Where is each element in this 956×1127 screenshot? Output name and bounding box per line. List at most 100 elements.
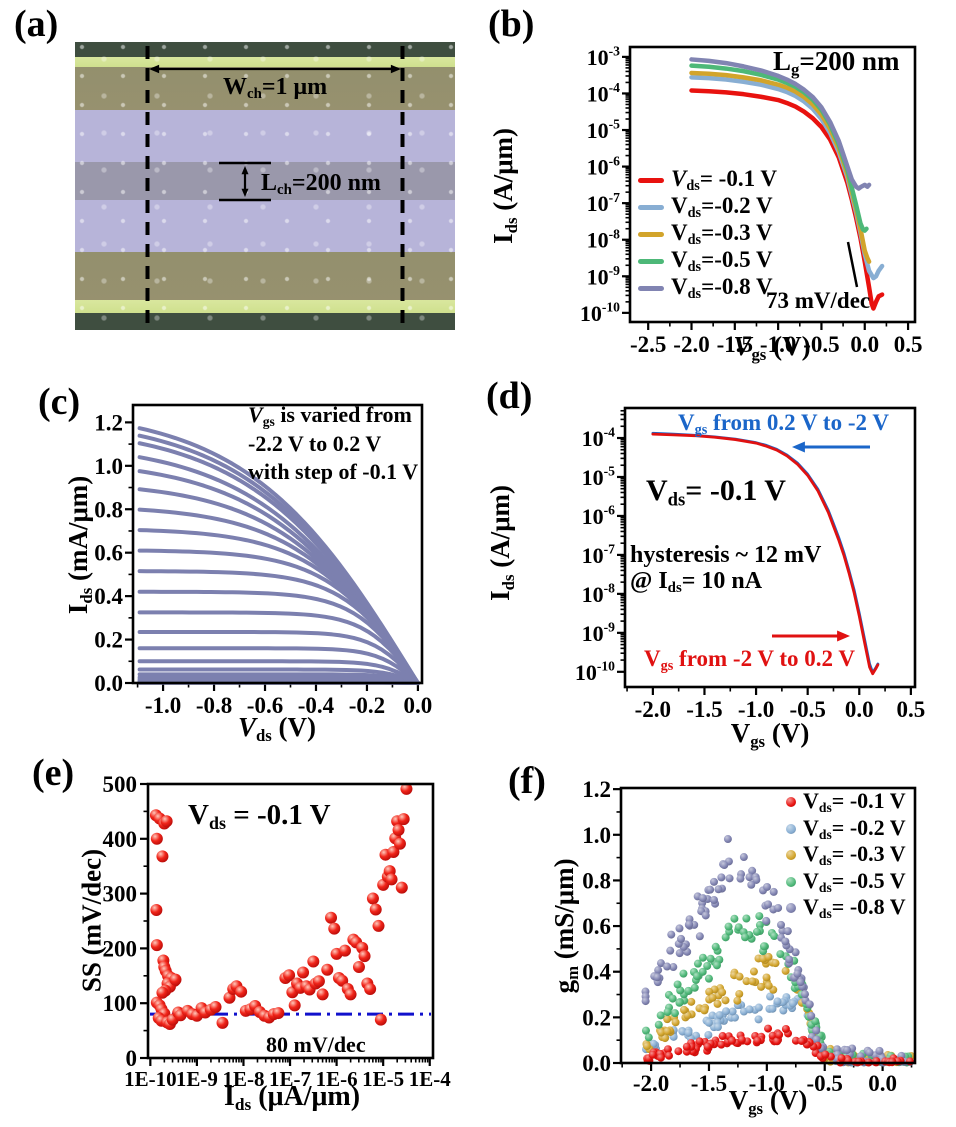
svg-text:-1.5: -1.5: [717, 332, 753, 357]
svg-text:0.4: 0.4: [582, 960, 611, 985]
legend-swatch: [638, 258, 664, 265]
svg-text:-0.8: -0.8: [196, 693, 232, 718]
svg-text:0.6: 0.6: [94, 541, 123, 566]
legend-item-label: Vds= -0.5 V: [803, 867, 906, 895]
legend-item: Vds= -0.8 V: [786, 894, 906, 922]
panel-letter-d: (d): [486, 375, 533, 417]
svg-text:1E-4: 1E-4: [409, 1067, 452, 1091]
panel-a: (a) Wch=1 μm Lch=200 nm: [0, 0, 478, 370]
legend-swatch: [638, 204, 664, 211]
svg-text:10-7: 10-7: [587, 190, 621, 216]
legend-item: Vds= -0.3 V: [786, 841, 906, 869]
svg-text:0.2: 0.2: [582, 1005, 611, 1030]
legend-dot: [786, 823, 796, 834]
y-axis-title: Ids (mA/μm): [63, 475, 96, 615]
svg-text:0.6: 0.6: [582, 914, 611, 939]
svg-text:1.0: 1.0: [582, 823, 611, 848]
x-axis-title: Ids (μA/μm): [223, 1081, 361, 1114]
legend-item: Vds=-0.5 V: [638, 246, 777, 276]
legend-item-label: Vds= -0.8 V: [803, 894, 906, 922]
sweep-down-annotation: Vgs from 0.2 V to -2 V: [678, 410, 889, 439]
svg-text:1E-6: 1E-6: [316, 1067, 358, 1091]
legend-item-label: Vds=-0.3 V: [671, 219, 773, 249]
svg-text:1E-8: 1E-8: [222, 1067, 264, 1091]
svg-text:500: 500: [103, 772, 138, 797]
sweep-annotation-line2: -2.2 V to 0.2 V: [248, 431, 382, 456]
svg-text:200: 200: [103, 936, 138, 961]
ref-line-label: 80 mV/dec: [266, 1032, 366, 1057]
legend-item-label: Vds=-0.5 V: [671, 246, 773, 276]
vds-annotation: Vds = -0.1 V: [188, 799, 331, 834]
svg-text:-2.0: -2.0: [673, 332, 709, 357]
svg-text:0.8: 0.8: [582, 868, 611, 893]
svg-text:-1.0: -1.0: [738, 697, 774, 722]
svg-text:1.2: 1.2: [94, 410, 123, 435]
svg-text:-1.5: -1.5: [691, 1071, 727, 1096]
svg-text:10-4: 10-4: [582, 425, 616, 451]
sem-image: Wch=1 μm Lch=200 nm: [75, 42, 455, 330]
legend: Vds= -0.1 V Vds= -0.2 V Vds= -0.3 V Vds= -0…: [786, 788, 906, 922]
hysteresis-chart: -2.0 -1.5 -1.0 -0.5 0.0 0.5 10-4 10-5 10-6 10-7 10…: [575, 406, 925, 722]
svg-text:10-8: 10-8: [587, 226, 621, 252]
channel-length-label: Lch=200 nm: [261, 170, 381, 199]
legend-item: Vds=-0.8 V: [638, 273, 777, 303]
svg-text:-0.5: -0.5: [789, 697, 825, 722]
svg-text:10-5: 10-5: [582, 464, 616, 490]
svg-text:1.0: 1.0: [94, 454, 123, 479]
legend-item-label: Vds= -0.1 V: [803, 788, 906, 816]
svg-text:1E-5: 1E-5: [362, 1067, 404, 1091]
legend-item: Vds=-0.2 V: [638, 193, 777, 221]
legend-dot: [786, 903, 796, 914]
legend-item: Vds= -0.2 V: [786, 814, 906, 843]
svg-text:0.0: 0.0: [94, 671, 123, 696]
panel-letter-b: (b): [488, 3, 535, 45]
svg-text:0.0: 0.0: [582, 1051, 611, 1076]
svg-text:0.0: 0.0: [845, 697, 874, 722]
legend-item: Vds= -0.5 V: [786, 867, 906, 896]
svg-text:10-5: 10-5: [587, 117, 621, 143]
panel-e: (e) 1E-10 1E-9 1E-8 1E-7 1E-6 1E-5 1E-4 0 100 200…: [0, 745, 478, 1127]
svg-text:100: 100: [103, 991, 138, 1016]
svg-text:1E-9: 1E-9: [176, 1067, 218, 1091]
svg-text:-0.4: -0.4: [298, 693, 335, 718]
y-axis-title: Ids (A/μm): [485, 484, 518, 601]
legend: Vds= -0.1 V Vds=-0.2 V Vds=-0.3 V Vds=-0.5 …: [638, 166, 777, 303]
legend-dot: [786, 797, 796, 808]
svg-text:-1.5: -1.5: [686, 697, 722, 722]
sweep-annotation-line1: Vgs is varied from: [248, 402, 412, 429]
gm-scatter-chart: -2.0 -1.5 -1.0 -0.5 0.0 0.0 0.2 0.4 0.6 0.8 1.0 1.2: [582, 777, 917, 1096]
legend-item: Vds= -0.1 V: [786, 788, 906, 816]
ss-scatter-chart: 1E-10 1E-9 1E-8 1E-7 1E-6 1E-5 1E-4 0 100 200 300 4…: [103, 772, 452, 1091]
ss-annotation: 73 mV/dec: [766, 288, 871, 313]
svg-text:0.4: 0.4: [94, 584, 123, 609]
panel-c: (c) -1.0 -0.8 -0.6 -0.4 -0.2 0.0 0.0 0.2 0.4 0.6 0…: [0, 370, 478, 745]
svg-text:10-10: 10-10: [580, 300, 620, 326]
legend-dot: [786, 850, 796, 861]
legend-item-label: Vds= -0.3 V: [803, 841, 906, 869]
svg-text:10-9: 10-9: [582, 620, 616, 646]
svg-text:400: 400: [103, 827, 138, 852]
hysteresis-annotation-line1: hysteresis ~ 12 mV: [630, 542, 822, 568]
legend-item: Vds=-0.3 V: [638, 219, 777, 249]
panel-letter-f: (f): [508, 760, 546, 802]
legend-swatch: [638, 285, 664, 292]
svg-text:10-7: 10-7: [582, 542, 616, 568]
svg-text:10-6: 10-6: [582, 503, 616, 529]
legend-item-label: Vds= -0.2 V: [803, 814, 906, 842]
y-axis-title: gm (mS/μm): [549, 858, 582, 994]
svg-text:-1.0: -1.0: [145, 693, 181, 718]
panel-letter-c: (c): [38, 381, 81, 423]
svg-text:1.2: 1.2: [582, 777, 611, 802]
legend-item-label: Vds=-0.8 V: [671, 273, 773, 303]
svg-text:10-8: 10-8: [582, 581, 616, 607]
sweep-annotation-line3: with step of -0.1 V: [248, 459, 419, 484]
svg-text:-0.2: -0.2: [349, 693, 385, 718]
svg-text:0.0: 0.0: [404, 693, 433, 718]
svg-text:-2.0: -2.0: [635, 697, 671, 722]
panel-letter-a: (a): [14, 3, 59, 45]
svg-text:10-6: 10-6: [587, 153, 621, 179]
legend-dot: [786, 876, 796, 887]
svg-text:-0.5: -0.5: [803, 332, 839, 357]
svg-text:-2.0: -2.0: [633, 1071, 669, 1096]
